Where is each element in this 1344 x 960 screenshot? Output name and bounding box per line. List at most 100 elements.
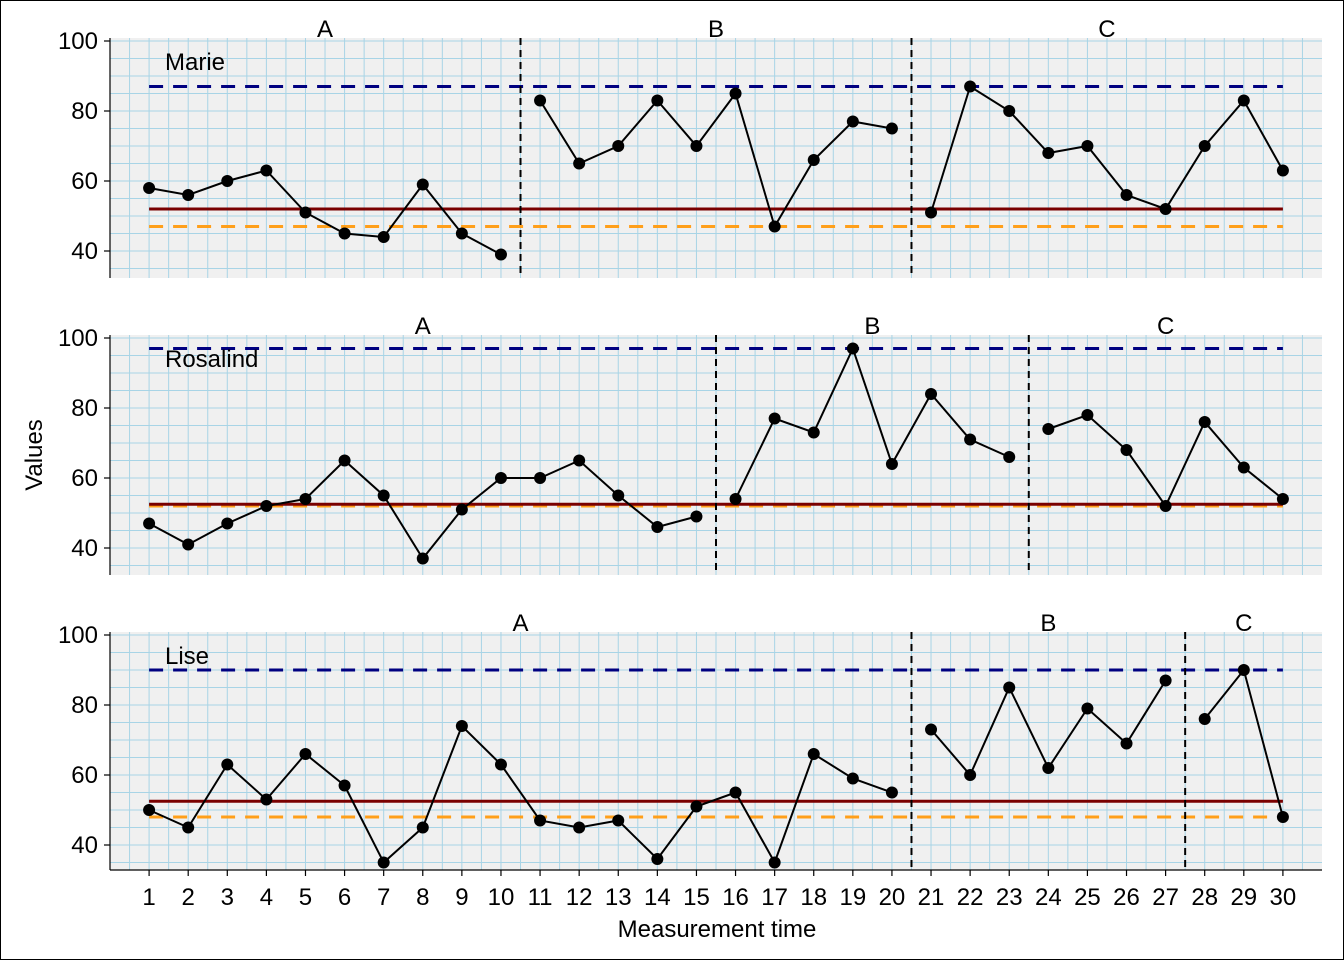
data-point xyxy=(885,458,898,470)
data-point xyxy=(1198,713,1211,725)
data-point xyxy=(1276,811,1289,823)
data-point xyxy=(143,517,156,530)
data-point xyxy=(1198,416,1211,428)
x-tick-label: 26 xyxy=(1113,884,1140,911)
y-tick-label: 100 xyxy=(58,28,98,55)
data-point xyxy=(1159,674,1172,687)
data-point xyxy=(612,814,625,827)
data-point xyxy=(651,853,664,865)
y-tick-label: 100 xyxy=(58,622,98,649)
y-tick-label: 60 xyxy=(71,762,98,789)
series-line xyxy=(148,169,502,256)
y-tick-label: 100 xyxy=(58,325,98,352)
phase-label-c: C xyxy=(1157,313,1174,340)
data-point xyxy=(299,493,312,505)
y-tick-label: 80 xyxy=(71,98,98,125)
data-point xyxy=(1003,105,1016,117)
phase-label-c: C xyxy=(1235,610,1252,637)
data-point xyxy=(455,720,468,732)
phase-label-b: B xyxy=(864,313,880,340)
data-point xyxy=(807,748,820,760)
grid xyxy=(110,632,1322,870)
data-point xyxy=(182,189,195,201)
data-point xyxy=(221,758,234,771)
data-point xyxy=(534,94,547,107)
data-point xyxy=(1237,461,1250,474)
data-point xyxy=(143,182,156,194)
data-point xyxy=(182,538,195,551)
x-tick-label: 12 xyxy=(566,884,593,911)
data-point xyxy=(377,231,390,243)
phase-label-c: C xyxy=(1098,16,1115,43)
data-point xyxy=(377,856,390,869)
data-point xyxy=(1237,664,1250,676)
x-tick-label: 30 xyxy=(1270,884,1297,911)
series-phase-b xyxy=(534,87,898,233)
data-point xyxy=(925,723,938,736)
data-point xyxy=(534,814,547,827)
data-point xyxy=(925,206,938,219)
x-tick-label: 21 xyxy=(918,884,945,911)
data-point xyxy=(768,220,781,233)
data-point xyxy=(651,94,664,107)
case-label: Marie xyxy=(165,49,225,76)
y-tick-label: 40 xyxy=(71,832,98,859)
x-tick-label: 6 xyxy=(338,884,351,911)
phase-label-a: A xyxy=(317,16,333,43)
x-tick-label: 29 xyxy=(1230,884,1257,911)
data-point xyxy=(143,804,156,816)
data-point xyxy=(925,388,938,400)
data-point xyxy=(1198,140,1211,152)
x-tick-label: 20 xyxy=(879,884,906,911)
data-point xyxy=(455,227,468,240)
x-tick-label: 9 xyxy=(455,884,468,911)
panels: 40 60 80 100 A B C Marie 40 60 80 100 A B C Rosalind 40 6… xyxy=(58,16,1322,870)
x-tick-label: 2 xyxy=(182,884,195,911)
data-point xyxy=(338,779,351,792)
panel-lise: 40 60 80 100 A B C Lise xyxy=(58,610,1322,870)
y-tick-label: 80 xyxy=(71,395,98,422)
data-point xyxy=(1042,147,1055,159)
phase-label-b: B xyxy=(708,16,724,43)
data-point xyxy=(1081,702,1094,715)
x-tick-label: 7 xyxy=(377,884,390,911)
data-point xyxy=(729,493,742,505)
phase-label-a: A xyxy=(513,610,529,637)
data-point xyxy=(612,140,625,152)
data-point xyxy=(768,412,781,425)
data-point xyxy=(299,206,312,219)
series-phase-a xyxy=(143,164,507,261)
data-point xyxy=(1159,500,1172,512)
data-point xyxy=(729,87,742,100)
data-point xyxy=(768,856,781,869)
data-point xyxy=(494,758,507,771)
data-point xyxy=(964,433,977,446)
x-tick-label: 25 xyxy=(1074,884,1101,911)
y-tick-label: 40 xyxy=(71,535,98,562)
data-point xyxy=(885,786,898,799)
x-tick-label: 27 xyxy=(1152,884,1179,911)
case-label: Lise xyxy=(165,643,209,670)
x-tick-label: 17 xyxy=(761,884,788,911)
data-point xyxy=(964,769,977,781)
x-tick-label: 4 xyxy=(260,884,273,911)
data-point xyxy=(690,510,703,523)
data-point xyxy=(1120,444,1133,456)
x-tick-label: 13 xyxy=(605,884,632,911)
data-point xyxy=(846,115,859,128)
data-point xyxy=(338,227,351,240)
data-point xyxy=(1042,762,1055,774)
data-point xyxy=(377,489,390,502)
data-point xyxy=(1081,140,1094,152)
series-line xyxy=(930,84,1284,213)
data-point xyxy=(260,164,273,177)
y-axis-title: Values xyxy=(21,419,48,491)
data-point xyxy=(1081,409,1094,421)
phase-label-a: A xyxy=(415,313,431,340)
x-tick-label: 14 xyxy=(644,884,671,911)
data-point xyxy=(182,821,195,834)
case-label: Rosalind xyxy=(165,346,258,373)
data-point xyxy=(260,500,273,512)
series-phase-c xyxy=(1198,664,1289,823)
